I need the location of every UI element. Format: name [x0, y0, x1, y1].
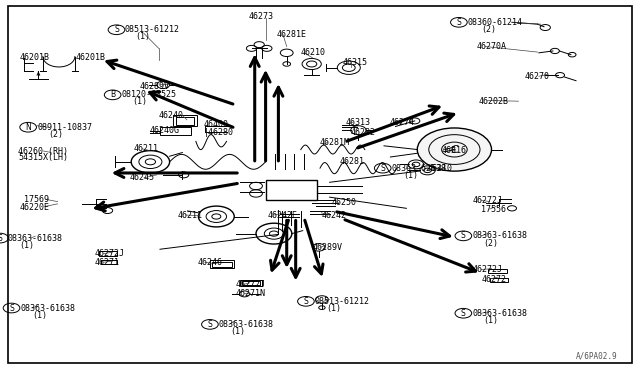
Bar	[240, 280, 262, 286]
Text: 46272J: 46272J	[472, 265, 502, 274]
Text: S: S	[0, 234, 3, 243]
Text: (1): (1)	[326, 304, 341, 313]
Text: (1): (1)	[132, 97, 147, 106]
Bar	[212, 262, 232, 267]
Text: 46272J: 46272J	[472, 196, 502, 205]
Bar	[160, 127, 191, 135]
Bar	[488, 269, 507, 273]
Bar	[99, 251, 117, 256]
Text: (2): (2)	[483, 239, 498, 248]
Text: 46242E: 46242E	[268, 211, 298, 219]
Text: 46281: 46281	[339, 157, 364, 166]
Bar	[490, 278, 508, 282]
Text: S: S	[303, 297, 308, 306]
Bar	[210, 260, 234, 268]
Text: (1): (1)	[32, 311, 47, 320]
Text: 46281M: 46281M	[320, 138, 350, 147]
Circle shape	[417, 128, 492, 171]
Text: 46211: 46211	[133, 144, 158, 153]
Text: (1): (1)	[136, 32, 150, 41]
Text: 08513-61212: 08513-61212	[315, 297, 370, 306]
Text: C: C	[451, 145, 458, 154]
Text: 46281E: 46281E	[276, 30, 307, 39]
Text: 08363-61638: 08363-61638	[20, 304, 76, 312]
Text: 46400: 46400	[204, 120, 228, 129]
Text: S: S	[456, 18, 461, 27]
Text: (1): (1)	[230, 327, 245, 336]
Text: (1): (1)	[403, 171, 418, 180]
Text: 08363-62538: 08363-62538	[392, 164, 447, 173]
Text: 46273: 46273	[248, 12, 273, 21]
Text: 46210: 46210	[301, 48, 326, 57]
Text: 46245: 46245	[129, 173, 154, 182]
Bar	[266, 180, 317, 200]
Text: 46246: 46246	[197, 258, 222, 267]
Text: S: S	[114, 25, 119, 34]
Text: 46271N: 46271N	[236, 289, 266, 298]
Text: S: S	[207, 320, 212, 329]
Text: N: N	[26, 123, 31, 132]
Text: 08120-63525: 08120-63525	[122, 90, 177, 99]
Text: 54315X(LH): 54315X(LH)	[18, 153, 68, 162]
Text: S: S	[380, 164, 385, 173]
Bar	[176, 117, 194, 125]
Text: 46250: 46250	[332, 198, 356, 207]
Text: 46202B: 46202B	[479, 97, 509, 106]
Text: 08363-61638: 08363-61638	[219, 320, 274, 329]
Text: 08363-61638: 08363-61638	[472, 231, 527, 240]
Text: 08513-61212: 08513-61212	[125, 25, 180, 34]
Text: |46280: |46280	[204, 128, 234, 137]
Text: S: S	[9, 304, 14, 312]
Text: 08911-10837: 08911-10837	[37, 123, 92, 132]
Text: 46270A: 46270A	[477, 42, 507, 51]
Text: 46240: 46240	[159, 111, 184, 120]
Text: 46240G: 46240G	[149, 126, 179, 135]
Text: 17569: 17569	[24, 195, 49, 204]
Text: (1): (1)	[19, 241, 34, 250]
Bar	[242, 281, 260, 285]
Text: (1): (1)	[483, 316, 498, 325]
Text: 46201B: 46201B	[19, 53, 49, 62]
Text: 08360-61214: 08360-61214	[467, 18, 522, 27]
Text: 46315: 46315	[342, 58, 367, 67]
Text: B: B	[110, 90, 115, 99]
Text: 46313: 46313	[346, 118, 371, 126]
Text: S: S	[461, 309, 466, 318]
Text: 46201B: 46201B	[76, 53, 106, 62]
Text: A/6PA02.9: A/6PA02.9	[576, 352, 618, 361]
Bar	[101, 260, 117, 264]
Text: 46211: 46211	[178, 211, 203, 219]
Bar	[173, 115, 197, 126]
Text: 46272J: 46272J	[236, 280, 266, 289]
Text: 46274: 46274	[389, 118, 414, 126]
Text: (2): (2)	[49, 130, 63, 139]
Text: 46282: 46282	[351, 128, 376, 137]
Text: 46210: 46210	[428, 164, 452, 173]
Text: 46316: 46316	[442, 146, 467, 155]
Text: 46270: 46270	[525, 72, 550, 81]
Text: 46272: 46272	[481, 275, 506, 283]
Text: 46289V: 46289V	[312, 243, 342, 252]
Text: (2): (2)	[481, 25, 496, 33]
Text: 46260 (RH): 46260 (RH)	[18, 147, 68, 155]
Text: 46242: 46242	[321, 211, 346, 219]
Text: 46271: 46271	[95, 258, 120, 267]
Text: S: S	[461, 231, 466, 240]
Text: 46289V: 46289V	[140, 82, 170, 91]
Text: 46272J: 46272J	[95, 249, 125, 258]
Text: 46220E: 46220E	[19, 203, 49, 212]
Text: 17556: 17556	[481, 205, 506, 214]
Text: 08363-61638: 08363-61638	[472, 309, 527, 318]
Text: 08363-61638: 08363-61638	[8, 234, 63, 243]
